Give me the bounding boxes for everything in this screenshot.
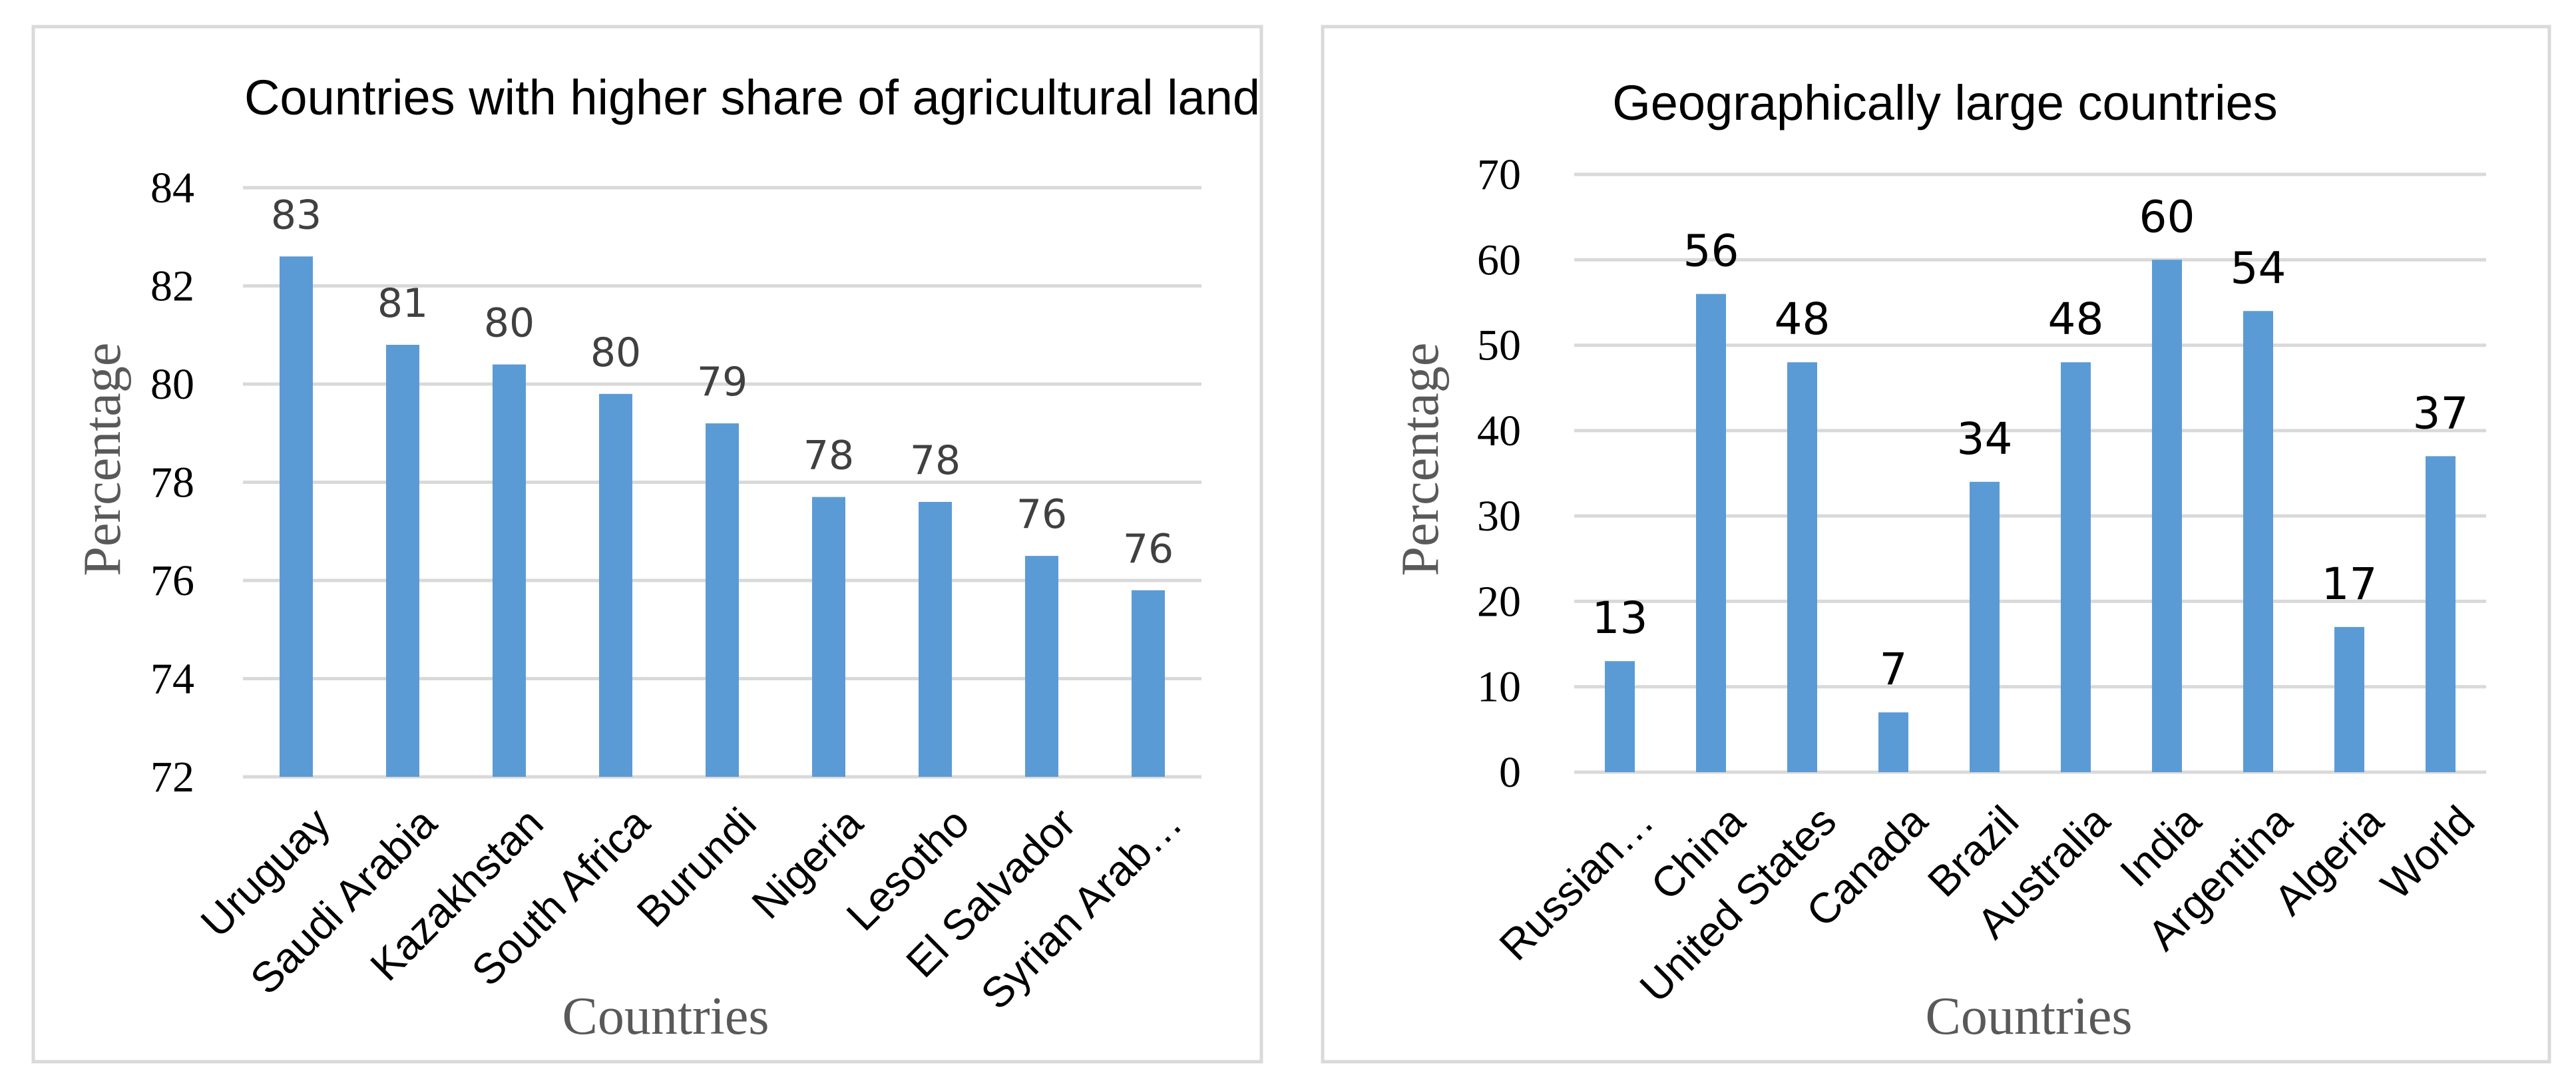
bar <box>2426 456 2456 772</box>
bar <box>919 502 952 777</box>
y-tick-label: 84 <box>150 164 194 212</box>
y-tick-label: 78 <box>150 459 194 507</box>
bar <box>2334 626 2364 772</box>
bars <box>1605 260 2456 773</box>
y-tick-label: 10 <box>1477 663 1521 712</box>
data-label: 56 <box>1683 226 1739 277</box>
bar <box>1132 590 1165 777</box>
bar <box>1696 294 1726 773</box>
bar <box>493 364 526 777</box>
data-label: 54 <box>2231 242 2286 294</box>
data-label: 60 <box>2139 191 2195 242</box>
data-label: 7 <box>1880 644 1908 695</box>
y-tick-label: 30 <box>1477 492 1521 541</box>
bar <box>1970 481 2000 772</box>
y-tick-labels: 0 10 20 30 40 50 60 70 <box>1477 150 1521 797</box>
chart-frame <box>31 25 1263 1064</box>
bar <box>812 497 845 777</box>
y-tick-label: 80 <box>150 360 194 409</box>
data-label: 78 <box>803 433 854 479</box>
y-tick-label: 60 <box>1477 236 1521 284</box>
data-labels: 13 56 48 7 34 48 60 54 17 37 <box>1592 191 2469 695</box>
data-label: 80 <box>590 329 641 376</box>
data-label: 13 <box>1592 592 1648 644</box>
data-label: 80 <box>484 300 535 347</box>
bar <box>1878 712 1908 772</box>
data-label: 78 <box>910 437 961 484</box>
y-tick-label: 40 <box>1477 407 1521 455</box>
bar <box>599 393 632 777</box>
chart-frame <box>1321 25 2551 1064</box>
data-label: 81 <box>377 280 428 327</box>
bar <box>386 345 419 777</box>
bars <box>280 256 1165 777</box>
data-label: 48 <box>2048 294 2104 345</box>
bar <box>2243 311 2273 772</box>
bar <box>1605 661 1635 772</box>
data-label: 48 <box>1775 294 1830 345</box>
data-label: 76 <box>1123 526 1174 572</box>
y-tick-label: 72 <box>150 753 194 801</box>
data-label: 83 <box>271 192 322 238</box>
bar <box>1025 556 1058 777</box>
bar <box>280 256 313 777</box>
data-label: 79 <box>697 359 748 405</box>
bar <box>1787 362 1817 772</box>
data-label: 17 <box>2322 558 2378 610</box>
y-axis-label: Percentage <box>73 343 132 576</box>
data-label: 37 <box>2413 387 2469 439</box>
y-tick-label: 50 <box>1477 322 1521 370</box>
bar <box>706 423 739 777</box>
data-labels: 83 81 80 80 79 78 78 76 76 <box>271 192 1174 572</box>
x-axis-label: Countries <box>1925 987 2132 1046</box>
gridlines <box>1574 172 2486 774</box>
chart-title: Geographically large countries <box>1612 75 2278 130</box>
bar <box>2152 260 2182 772</box>
y-tick-label: 70 <box>1477 150 1521 199</box>
y-tick-label: 0 <box>1499 748 1521 797</box>
y-axis-label: Percentage <box>1391 343 1450 576</box>
data-label: 76 <box>1016 491 1067 538</box>
y-tick-labels: 72 74 76 78 80 82 84 <box>150 164 194 801</box>
y-tick-label: 20 <box>1477 577 1521 626</box>
data-label: 34 <box>1957 413 2013 465</box>
chart-title: Countries with higher share of agricultu… <box>244 70 1260 125</box>
y-tick-label: 82 <box>150 262 194 311</box>
y-tick-label: 74 <box>150 655 194 704</box>
x-axis-label: Countries <box>562 987 769 1046</box>
bar <box>2061 362 2091 772</box>
y-tick-label: 76 <box>150 556 194 605</box>
